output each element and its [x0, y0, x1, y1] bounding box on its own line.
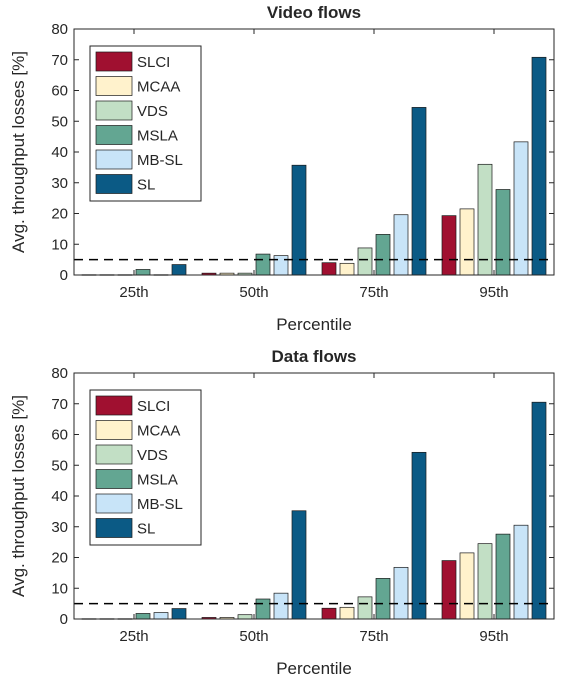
bar-msla-50th [255, 253, 271, 276]
bar-slci-95th [441, 560, 457, 620]
legend-swatch-sl [95, 174, 133, 194]
bar-msla-95th [495, 189, 511, 276]
legend-swatch-msla [95, 125, 133, 145]
x-tick-label: 75th [359, 284, 388, 301]
x-tick-label: 25th [119, 628, 148, 645]
chart-panel-2: Data flows Avg. throughput losses [%] Perc… [9, 347, 555, 678]
legend-label-mb-sl: MB-SL [137, 496, 183, 513]
bar-msla-75th [375, 234, 391, 276]
bar-slci-75th [321, 607, 337, 620]
chart-title: Video flows [267, 3, 361, 22]
bar-msla-25th [135, 613, 151, 620]
bar-msla-50th [255, 598, 271, 620]
legend-swatch-mb-sl [95, 149, 133, 170]
bar-msla-25th [135, 269, 151, 276]
bar-mcaa-75th [339, 262, 355, 276]
x-tick-label: 95th [479, 284, 508, 301]
y-tick-label: 20 [51, 206, 68, 223]
bar-sl-75th [411, 107, 427, 276]
y-tick-label: 80 [51, 21, 68, 38]
bar-mb-sl-50th [273, 592, 289, 620]
legend-label-vds: VDS [137, 103, 168, 120]
bar-vds-95th [477, 163, 493, 276]
y-tick-label: 50 [51, 457, 68, 474]
legend-swatch-slci [95, 395, 133, 416]
bar-msla-75th [375, 578, 391, 620]
y-tick-label: 70 [51, 52, 68, 69]
bar-mcaa-95th [459, 208, 475, 276]
legend-swatch-vds [95, 100, 133, 121]
y-axis-label: Avg. throughput losses [%] [9, 395, 28, 597]
legend-label-slci: SLCI [137, 398, 170, 415]
legend-label-msla: MSLA [137, 128, 178, 145]
chart-panel-1: Video flows Avg. throughput losses [%] Per… [9, 3, 555, 334]
bar-mb-sl-75th [393, 214, 409, 276]
legend-label-mcaa: MCAA [137, 79, 180, 96]
y-tick-label: 30 [51, 519, 68, 536]
y-tick-label: 30 [51, 175, 68, 192]
bar-vds-95th [477, 543, 493, 620]
bar-vds-75th [357, 247, 373, 276]
bar-sl-50th [291, 510, 307, 620]
y-axis-label: Avg. throughput losses [%] [9, 51, 28, 253]
y-tick-label: 40 [51, 144, 68, 161]
legend-swatch-sl [95, 518, 133, 538]
legend-label-mb-sl: MB-SL [137, 152, 183, 169]
bar-vds-75th [357, 596, 373, 620]
legend: SLCI MCAA VDS MSLA MB-SL SL [89, 45, 202, 202]
y-tick-label: 20 [51, 550, 68, 567]
bar-sl-75th [411, 451, 427, 620]
bar-mb-sl-95th [513, 141, 529, 276]
legend-swatch-mcaa [95, 76, 133, 96]
legend-swatch-mcaa [95, 420, 133, 440]
x-tick-label: 75th [359, 628, 388, 645]
bar-mcaa-95th [459, 552, 475, 620]
legend: SLCI MCAA VDS MSLA MB-SL SL [89, 389, 202, 546]
legend-label-sl: SL [137, 177, 155, 194]
bar-mb-sl-50th [273, 255, 289, 276]
legend-swatch-vds [95, 444, 133, 465]
y-tick-label: 10 [51, 236, 68, 253]
bar-sl-25th [171, 264, 187, 276]
bar-sl-25th [171, 608, 187, 620]
legend-label-slci: SLCI [137, 54, 170, 71]
x-axis-label: Percentile [276, 659, 352, 677]
legend-swatch-slci [95, 51, 133, 72]
bar-sl-50th [291, 164, 307, 276]
bar-sl-95th [531, 401, 547, 620]
y-tick-label: 0 [60, 611, 68, 628]
bar-mb-sl-75th [393, 566, 409, 620]
bar-msla-95th [495, 533, 511, 620]
y-tick-label: 80 [51, 365, 68, 382]
bar-sl-95th [531, 56, 547, 276]
bar-mcaa-75th [339, 606, 355, 620]
y-tick-label: 60 [51, 83, 68, 100]
x-tick-label: 25th [119, 284, 148, 301]
x-axis-label: Percentile [276, 315, 352, 334]
y-tick-label: 60 [51, 427, 68, 444]
legend-swatch-mb-sl [95, 493, 133, 514]
bar-vds-50th [237, 614, 253, 620]
bar-mb-sl-95th [513, 524, 529, 620]
y-tick-label: 70 [51, 396, 68, 413]
bar-mb-sl-25th [153, 612, 169, 620]
y-tick-label: 10 [51, 580, 68, 597]
legend-label-sl: SL [137, 521, 155, 538]
y-tick-label: 0 [60, 267, 68, 284]
legend-swatch-msla [95, 469, 133, 489]
x-tick-label: 50th [239, 284, 268, 301]
x-tick-label: 95th [479, 628, 508, 645]
bar-slci-75th [321, 262, 337, 276]
bar-slci-95th [441, 215, 457, 276]
x-tick-label: 50th [239, 628, 268, 645]
legend-label-vds: VDS [137, 447, 168, 464]
legend-label-msla: MSLA [137, 472, 178, 489]
y-tick-label: 50 [51, 113, 68, 130]
legend-label-mcaa: MCAA [137, 423, 180, 440]
y-tick-label: 40 [51, 488, 68, 505]
chart-title: Data flows [271, 347, 356, 366]
